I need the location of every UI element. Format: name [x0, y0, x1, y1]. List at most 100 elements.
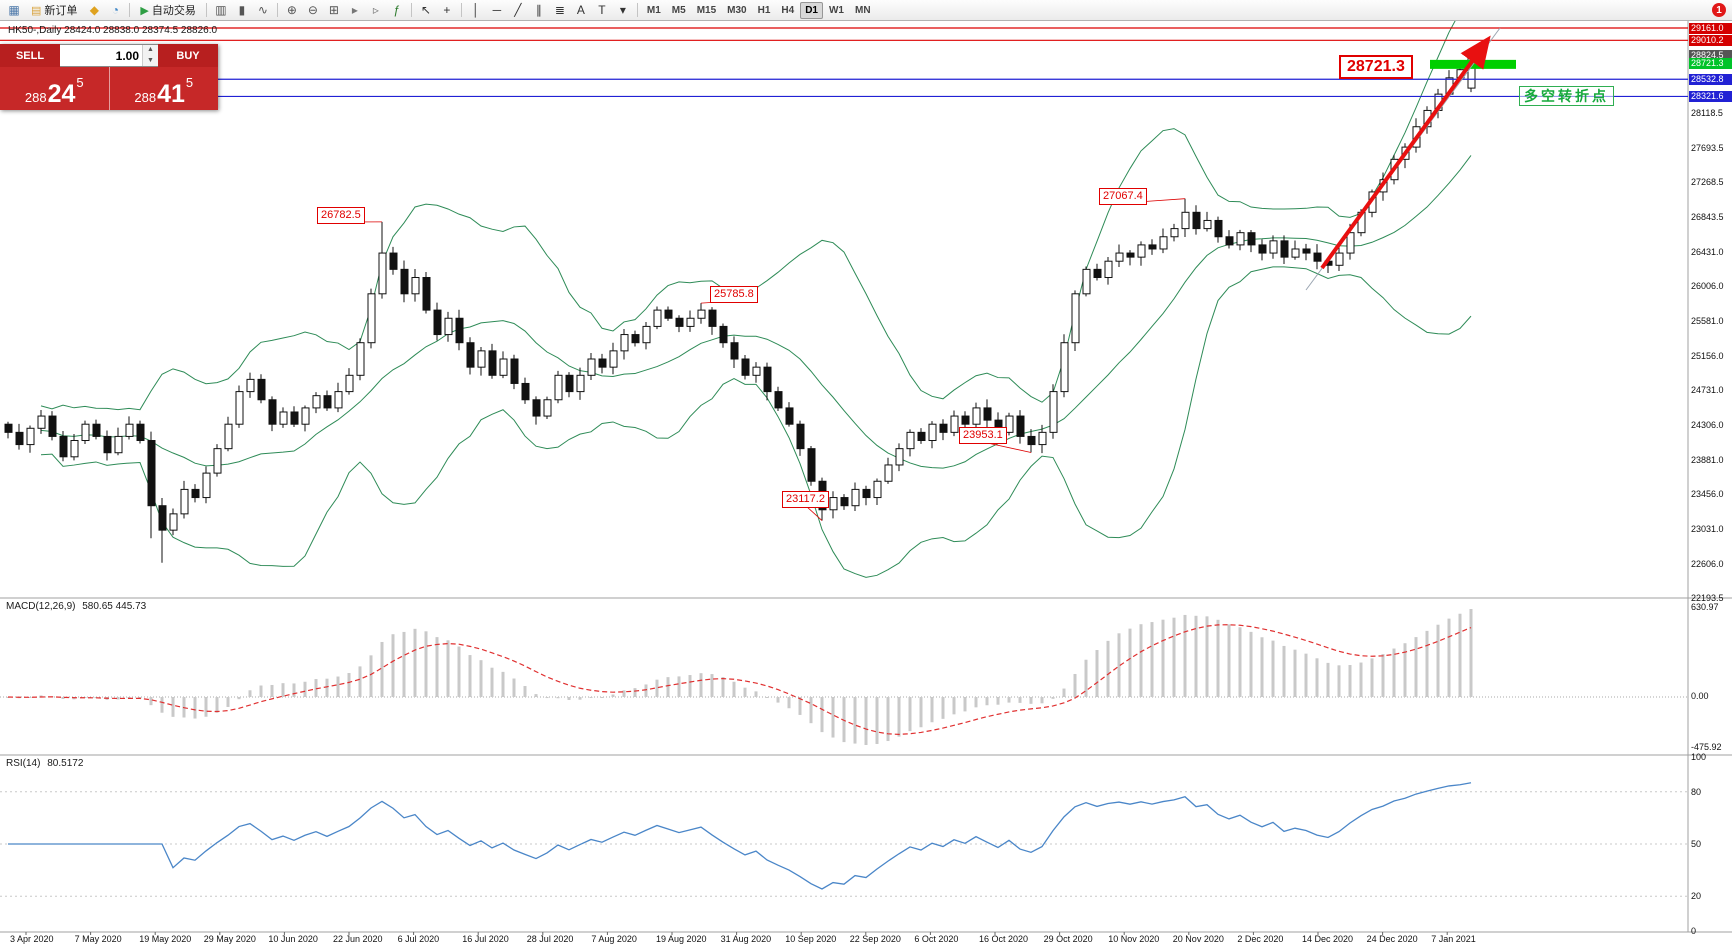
lot-size-input[interactable] — [60, 45, 142, 66]
deposit-icon[interactable]: ◆ — [84, 1, 104, 20]
macd-header: MACD(12,26,9) 580.65 445.73 — [6, 601, 146, 612]
arrows-dropdown-icon: ▾ — [619, 3, 626, 17]
horizontal-level-lines[interactable] — [0, 27, 1688, 98]
crosshair-icon[interactable]: + — [437, 1, 457, 20]
price-level-label[interactable]: 28721.3 — [1339, 55, 1413, 79]
new-chart-icon: ▦ — [8, 3, 20, 17]
toolbar-separator — [460, 3, 462, 17]
new-order-icon: ▤ — [31, 4, 42, 17]
cursor-icon[interactable]: ↖ — [416, 1, 436, 20]
price-annotation[interactable]: 27067.4 — [1099, 188, 1147, 205]
arrows-dropdown-icon[interactable]: ▾ — [613, 1, 633, 20]
pane-separators — [0, 21, 1732, 935]
new-chart-icon[interactable]: ▦ — [4, 1, 24, 20]
timeframe-H1[interactable]: H1 — [757, 4, 771, 16]
timeframe-D1[interactable]: D1 — [800, 1, 823, 19]
drawn-objects[interactable] — [1305, 27, 1516, 291]
date-axis-label: 2 Dec 2020 — [1237, 934, 1284, 944]
rsi-header: RSI(14) 80.5172 — [6, 758, 83, 769]
timeframe-M30[interactable]: M30 — [727, 4, 747, 16]
lot-size-field: ▲ ▼ — [60, 44, 158, 67]
bar-chart-icon: ▥ — [215, 3, 227, 17]
price-axis-label: 27693.5 — [1691, 142, 1724, 153]
timeframe-M15[interactable]: M15 — [696, 4, 717, 16]
macd-axis-label: 630.97 — [1691, 602, 1719, 612]
price-annotation[interactable]: 25785.8 — [710, 286, 758, 303]
zoom-out-icon[interactable]: ⊖ — [303, 1, 323, 20]
bid-price: 288 24 5 — [0, 67, 109, 110]
auto-trading-button[interactable]: ▶ 自动交易 — [134, 1, 201, 20]
timeframe-H4[interactable]: H4 — [781, 4, 795, 16]
lot-spinner: ▲ ▼ — [142, 45, 158, 66]
vertical-line-icon: │ — [472, 3, 480, 17]
price-axis-label: 25581.0 — [1691, 315, 1724, 326]
crosshair-icon: + — [443, 3, 451, 17]
indicators-icon[interactable]: ƒ — [387, 1, 407, 20]
auto-scroll-icon[interactable]: ▸ — [345, 1, 365, 20]
text-icon[interactable]: A — [571, 1, 591, 20]
fibonacci-icon[interactable]: ≣ — [550, 1, 570, 20]
candlestick-series[interactable] — [4, 54, 1476, 563]
toolbar-separator — [636, 3, 638, 17]
macd-axis-label: -475.92 — [1691, 742, 1722, 752]
timeframe-M1[interactable]: M1 — [646, 4, 661, 16]
text-icon: A — [576, 3, 585, 17]
date-axis-label: 20 Nov 2020 — [1172, 934, 1224, 944]
date-axis-label: 7 May 2020 — [74, 934, 122, 944]
toolbar-separator — [410, 3, 412, 17]
candlestick-chart-icon: ▮ — [238, 3, 246, 17]
candlestick-chart-icon[interactable]: ▮ — [232, 1, 252, 20]
zoom-in-icon[interactable]: ⊕ — [282, 1, 302, 20]
date-axis-label: 22 Sep 2020 — [849, 934, 901, 944]
price-axis-label: 23031.0 — [1691, 523, 1724, 534]
macd-indicator — [0, 609, 1688, 745]
price-axis-label: 26843.5 — [1691, 211, 1724, 222]
horizontal-line-icon[interactable]: ─ — [487, 1, 507, 20]
auto-trading-button-label: 自动交易 — [151, 5, 196, 17]
date-axis-label: 6 Jul 2020 — [397, 934, 440, 944]
lot-increase-button[interactable]: ▲ — [147, 46, 154, 53]
macd-axis-label: 0.00 — [1691, 691, 1709, 701]
price-digits: 41 — [157, 80, 185, 108]
timeframe-W1[interactable]: W1 — [828, 4, 844, 16]
history-center-icon[interactable]: ◔ — [105, 1, 125, 20]
price-axis-label: 26006.0 — [1691, 281, 1724, 292]
price-annotation[interactable]: 26782.5 — [317, 207, 365, 224]
sell-button[interactable]: SELL — [0, 44, 60, 67]
lot-decrease-button[interactable]: ▼ — [147, 56, 154, 64]
label-icon[interactable]: T — [592, 1, 612, 20]
toolbar-separator — [129, 3, 131, 17]
price-digits: 288 — [24, 90, 47, 105]
date-axis-label: 29 Oct 2020 — [1043, 934, 1093, 944]
price-axis-label: 24306.0 — [1691, 419, 1724, 430]
price-digits: 288 — [134, 90, 157, 105]
turning-point-note[interactable]: 多空转折点 — [1519, 86, 1614, 106]
price-annotation[interactable]: 23953.1 — [959, 427, 1007, 444]
notification-badge[interactable]: 1 — [1712, 3, 1726, 17]
price-digits: 24 — [47, 80, 76, 108]
macd-values: 580.65 445.73 — [82, 601, 147, 612]
vertical-line-icon[interactable]: │ — [466, 1, 486, 20]
rsi-axis-label: 100 — [1691, 752, 1707, 762]
channel-icon[interactable]: ∥ — [529, 1, 549, 20]
bar-chart-icon[interactable]: ▥ — [211, 1, 231, 20]
chart-shift-icon[interactable]: ▹ — [366, 1, 386, 20]
price-axis-label: 28118.5 — [1691, 108, 1723, 118]
horizontal-line-icon: ─ — [492, 3, 502, 17]
history-center-icon: ◔ — [111, 3, 120, 17]
date-axis-label: 10 Sep 2020 — [785, 934, 837, 944]
timeframe-MN[interactable]: MN — [854, 4, 871, 16]
label-icon: T — [598, 3, 606, 17]
date-axis-label: 7 Jan 2021 — [1431, 934, 1476, 944]
tile-windows-icon[interactable]: ⊞ — [324, 1, 344, 20]
new-order-button[interactable]: ▤ 新订单 — [25, 1, 83, 20]
line-chart-icon[interactable]: ∿ — [253, 1, 273, 20]
timeframe-M5[interactable]: M5 — [671, 4, 686, 16]
buy-button[interactable]: BUY — [158, 44, 218, 67]
price-annotation[interactable]: 23117.2 — [782, 491, 829, 508]
date-axis-label: 6 Oct 2020 — [914, 934, 959, 944]
trendline-icon[interactable]: ╱ — [508, 1, 528, 20]
